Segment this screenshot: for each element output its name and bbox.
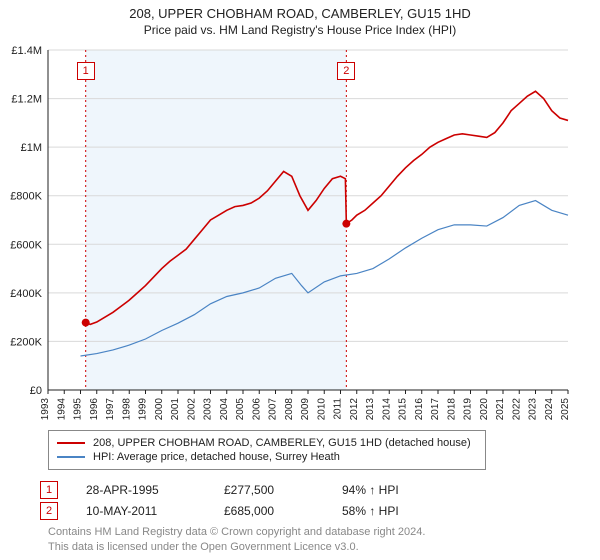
event-row: 1 28-APR-1995 £277,500 94% ↑ HPI — [40, 481, 399, 499]
svg-text:2023: 2023 — [528, 398, 539, 421]
svg-text:£1.2M: £1.2M — [11, 94, 42, 106]
svg-text:2016: 2016 — [414, 398, 425, 421]
svg-text:1997: 1997 — [105, 398, 116, 421]
svg-text:2007: 2007 — [268, 398, 279, 421]
svg-text:£600K: £600K — [10, 239, 42, 251]
svg-text:2020: 2020 — [479, 398, 490, 421]
footer-line2: This data is licensed under the Open Gov… — [48, 540, 425, 554]
legend-row: 208, UPPER CHOBHAM ROAD, CAMBERLEY, GU15… — [57, 437, 477, 449]
legend-label: HPI: Average price, detached house, Surr… — [93, 451, 340, 463]
svg-text:2019: 2019 — [463, 398, 474, 421]
svg-text:1995: 1995 — [73, 398, 84, 421]
event-pct: 94% ↑ HPI — [342, 483, 399, 497]
svg-text:1996: 1996 — [89, 398, 100, 421]
event-pct: 58% ↑ HPI — [342, 504, 399, 518]
svg-text:£800K: £800K — [10, 191, 42, 203]
svg-text:2025: 2025 — [560, 398, 571, 421]
event-price: £277,500 — [224, 483, 314, 497]
svg-text:1993: 1993 — [40, 398, 51, 421]
svg-text:2000: 2000 — [154, 398, 165, 421]
svg-text:£1M: £1M — [21, 142, 42, 154]
svg-text:2017: 2017 — [430, 398, 441, 421]
svg-text:2022: 2022 — [511, 398, 522, 421]
svg-text:£0: £0 — [30, 385, 42, 397]
event-list: 1 28-APR-1995 £277,500 94% ↑ HPI 2 10-MAY-201… — [40, 478, 399, 523]
svg-text:2013: 2013 — [365, 398, 376, 421]
event-marker: 1 — [40, 481, 58, 499]
svg-text:2012: 2012 — [349, 398, 360, 421]
legend-row: HPI: Average price, detached house, Surr… — [57, 451, 477, 463]
svg-text:2005: 2005 — [235, 398, 246, 421]
legend-swatch — [57, 456, 85, 458]
svg-text:2018: 2018 — [446, 398, 457, 421]
event-date: 10-MAY-2011 — [86, 504, 196, 518]
svg-text:1998: 1998 — [121, 398, 132, 421]
svg-text:1999: 1999 — [138, 398, 149, 421]
legend-swatch — [57, 442, 85, 444]
svg-text:2001: 2001 — [170, 398, 181, 421]
svg-text:£1.4M: £1.4M — [11, 45, 42, 57]
svg-text:£400K: £400K — [10, 288, 42, 300]
svg-text:2002: 2002 — [186, 398, 197, 421]
legend-label: 208, UPPER CHOBHAM ROAD, CAMBERLEY, GU15… — [93, 437, 471, 449]
chart-marker-2: 2 — [337, 62, 355, 80]
svg-text:£200K: £200K — [10, 336, 42, 348]
footer-line1: Contains HM Land Registry data © Crown c… — [48, 525, 425, 539]
event-marker: 2 — [40, 502, 58, 520]
chart-marker-1: 1 — [77, 62, 95, 80]
svg-text:2010: 2010 — [316, 398, 327, 421]
svg-text:2024: 2024 — [544, 398, 555, 421]
svg-text:2021: 2021 — [495, 398, 506, 421]
svg-text:1994: 1994 — [56, 398, 67, 421]
footer: Contains HM Land Registry data © Crown c… — [48, 525, 425, 554]
title-sub: Price paid vs. HM Land Registry's House … — [0, 23, 600, 37]
svg-text:2008: 2008 — [284, 398, 295, 421]
chart: £0£200K£400K£600K£800K£1M£1.2M£1.4M19931… — [48, 50, 568, 390]
svg-text:2006: 2006 — [251, 398, 262, 421]
svg-text:2014: 2014 — [381, 398, 392, 421]
svg-text:2011: 2011 — [333, 398, 344, 420]
svg-text:2003: 2003 — [203, 398, 214, 421]
svg-text:2009: 2009 — [300, 398, 311, 421]
event-date: 28-APR-1995 — [86, 483, 196, 497]
legend: 208, UPPER CHOBHAM ROAD, CAMBERLEY, GU15… — [48, 430, 486, 470]
event-row: 2 10-MAY-2011 £685,000 58% ↑ HPI — [40, 502, 399, 520]
event-price: £685,000 — [224, 504, 314, 518]
svg-text:2015: 2015 — [398, 398, 409, 421]
svg-text:2004: 2004 — [219, 398, 230, 421]
title-address: 208, UPPER CHOBHAM ROAD, CAMBERLEY, GU15… — [0, 6, 600, 21]
